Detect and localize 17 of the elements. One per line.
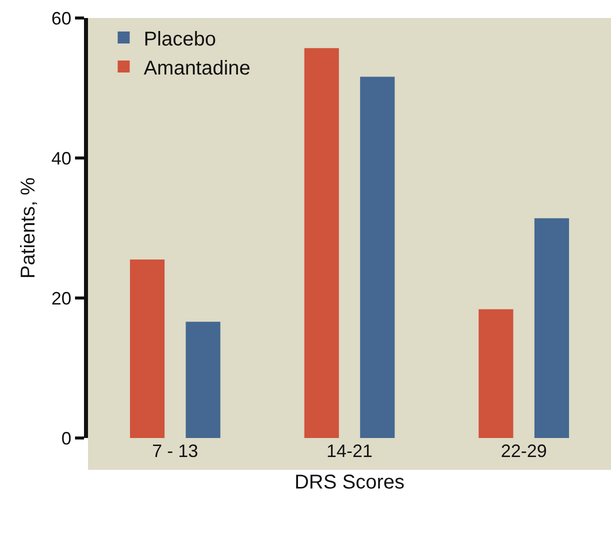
legend-label: Placebo xyxy=(144,28,216,50)
bar xyxy=(534,218,570,438)
bar xyxy=(478,309,514,438)
bar xyxy=(130,260,165,438)
x-tick-label: 22-29 xyxy=(500,441,547,461)
x-axis-title: DRS Scores xyxy=(294,472,405,494)
y-tick-label: 40 xyxy=(51,148,72,168)
bar xyxy=(304,48,339,438)
x-tick-label: 7 - 13 xyxy=(152,441,198,461)
y-tick-label: 0 xyxy=(61,428,72,448)
y-tick-label: 60 xyxy=(51,8,72,28)
bar xyxy=(186,322,220,438)
bar xyxy=(360,76,395,438)
y-tick-label: 20 xyxy=(51,288,72,308)
legend-label: Amantadine xyxy=(144,57,250,80)
y-axis-title: Patients, % xyxy=(17,177,40,279)
x-tick-label: 14-21 xyxy=(326,441,373,461)
